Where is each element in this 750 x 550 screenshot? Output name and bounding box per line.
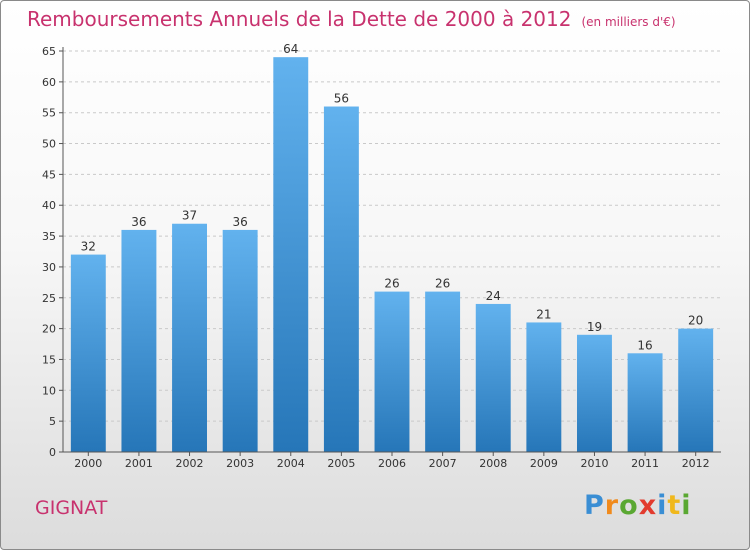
y-tick-label: 35 xyxy=(42,230,56,243)
x-tick-label: 2012 xyxy=(682,457,710,470)
bar xyxy=(576,334,612,452)
y-tick-label: 60 xyxy=(42,76,56,89)
value-label: 64 xyxy=(283,42,298,56)
bar xyxy=(526,322,562,452)
value-label: 21 xyxy=(536,307,551,321)
y-axis: 0 5 10 15 20 25 30 35 40 45 50 55 60 65 xyxy=(42,45,64,459)
commune-name: GIGNAT xyxy=(35,497,108,519)
bar xyxy=(222,229,258,452)
value-label: 26 xyxy=(435,277,450,291)
x-tick-label: 2004 xyxy=(277,457,305,470)
bar xyxy=(627,353,663,452)
bar xyxy=(70,254,106,452)
x-tick-label: 2006 xyxy=(378,457,406,470)
bar xyxy=(121,229,157,452)
x-tick-label: 2002 xyxy=(176,457,204,470)
y-tick-label: 65 xyxy=(42,45,56,58)
y-tick-label: 25 xyxy=(42,292,56,305)
bar xyxy=(678,328,714,452)
chart-title: Remboursements Annuels de la Dette de 20… xyxy=(27,7,676,31)
value-label: 36 xyxy=(131,215,146,229)
x-tick-label: 2005 xyxy=(327,457,355,470)
bar xyxy=(273,57,309,453)
y-tick-label: 0 xyxy=(49,446,56,459)
value-label: 36 xyxy=(233,215,248,229)
logo-letter: t xyxy=(667,490,682,521)
bar xyxy=(323,106,359,453)
y-tick-label: 10 xyxy=(42,384,56,397)
value-label: 37 xyxy=(182,209,197,223)
x-tick-label: 2009 xyxy=(530,457,558,470)
value-label: 16 xyxy=(637,338,652,352)
proxiti-logo: Proxiti xyxy=(584,490,692,521)
logo-letter: o xyxy=(619,490,639,521)
x-tick-label: 2010 xyxy=(580,457,608,470)
bar xyxy=(374,291,410,452)
y-tick-label: 55 xyxy=(42,107,56,120)
y-tick-label: 20 xyxy=(42,323,56,336)
y-tick-label: 15 xyxy=(42,353,56,366)
y-tick-label: 5 xyxy=(49,415,56,428)
x-tick-label: 2000 xyxy=(74,457,102,470)
logo-letter: x xyxy=(638,490,658,521)
title-unit: (en milliers d'€) xyxy=(581,15,676,29)
logo-letter: r xyxy=(604,490,620,521)
y-tick-label: 50 xyxy=(42,138,56,151)
logo-letter: P xyxy=(584,490,605,521)
x-tick-label: 2011 xyxy=(631,457,659,470)
value-label: 24 xyxy=(486,289,501,303)
bar xyxy=(425,291,461,452)
value-label: 26 xyxy=(384,277,399,291)
value-label: 56 xyxy=(334,92,349,106)
value-label: 20 xyxy=(688,314,703,328)
value-label: 19 xyxy=(587,320,602,334)
bar xyxy=(475,303,511,452)
bar xyxy=(172,223,208,452)
logo-letter: i xyxy=(681,490,692,521)
y-tick-label: 40 xyxy=(42,199,56,212)
y-tick-label: 45 xyxy=(42,168,56,181)
title-text: Remboursements Annuels de la Dette de 20… xyxy=(27,7,572,31)
value-labels: 32 36 37 36 64 56 26 26 24 21 19 16 20 xyxy=(81,42,704,352)
x-tick-label: 2001 xyxy=(125,457,153,470)
x-tick-label: 2003 xyxy=(226,457,254,470)
y-tick-label: 30 xyxy=(42,261,56,274)
x-tick-label: 2007 xyxy=(429,457,457,470)
logo-letter: i xyxy=(657,490,668,521)
value-label: 32 xyxy=(81,240,96,254)
bars xyxy=(70,57,714,453)
x-axis: 2000 2001 2002 2003 2004 2005 2006 2007 2008 2009… xyxy=(63,451,721,470)
x-tick-label: 2008 xyxy=(479,457,507,470)
